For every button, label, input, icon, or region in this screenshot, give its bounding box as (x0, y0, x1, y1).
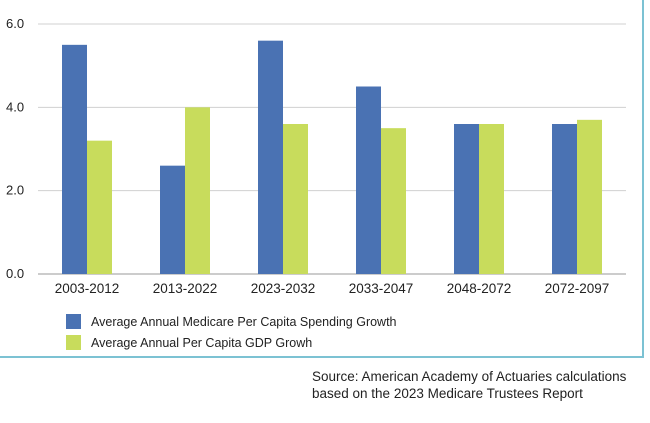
bar-gdp-2013-2022 (185, 107, 210, 274)
source-line-2: based on the 2023 Medicare Trustees Repo… (312, 386, 583, 401)
bar-gdp-2048-2072 (479, 124, 504, 274)
y-tick-label: 0.0 (6, 266, 24, 281)
bar-chart: 0.0 2.0 4.0 6.0 2003-2012 2013-2022 2023-2032 2… (6, 16, 626, 296)
legend-swatch-spending (66, 314, 81, 329)
bar-gdp-2003-2012 (87, 140, 112, 274)
bar-gdp-2033-2047 (381, 128, 406, 274)
x-tick-label: 2003-2012 (55, 281, 120, 296)
chart-frame (0, 0, 644, 358)
legend-swatch-gdp (66, 335, 81, 350)
bar-spending-2003-2012 (62, 44, 87, 275)
bar-spending-2072-2097 (552, 124, 577, 274)
legend-item-spending: Average Annual Medicare Per Capita Spend… (66, 311, 397, 332)
bar-spending-2013-2022 (160, 165, 185, 274)
x-tick-label: 2033-2047 (349, 281, 414, 296)
x-tick-label: 2013-2022 (153, 281, 218, 296)
source-line-1: Source: American Academy of Actuaries ca… (312, 369, 627, 384)
legend-label-gdp: Average Annual Per Capita GDP Growh (91, 335, 313, 350)
bar-spending-2023-2032 (258, 40, 283, 274)
source-note: Source: American Academy of Actuaries ca… (312, 368, 626, 402)
y-tick-label: 6.0 (6, 16, 24, 31)
x-tick-label: 2048-2072 (447, 281, 512, 296)
y-tick-label: 2.0 (6, 183, 24, 198)
bar-spending-2033-2047 (356, 86, 381, 274)
bar-gdp-2023-2032 (283, 124, 308, 274)
legend: Average Annual Medicare Per Capita Spend… (66, 311, 397, 353)
legend-item-gdp: Average Annual Per Capita GDP Growh (66, 332, 397, 353)
bar-gdp-2072-2097 (577, 119, 602, 274)
y-tick-label: 4.0 (6, 99, 24, 114)
bar-spending-2048-2072 (454, 124, 479, 274)
x-tick-label: 2072-2097 (545, 281, 610, 296)
x-tick-label: 2023-2032 (251, 281, 316, 296)
legend-label-spending: Average Annual Medicare Per Capita Spend… (91, 314, 397, 329)
